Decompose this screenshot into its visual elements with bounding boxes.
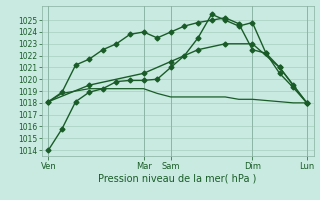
X-axis label: Pression niveau de la mer( hPa ): Pression niveau de la mer( hPa ) [99,173,257,183]
